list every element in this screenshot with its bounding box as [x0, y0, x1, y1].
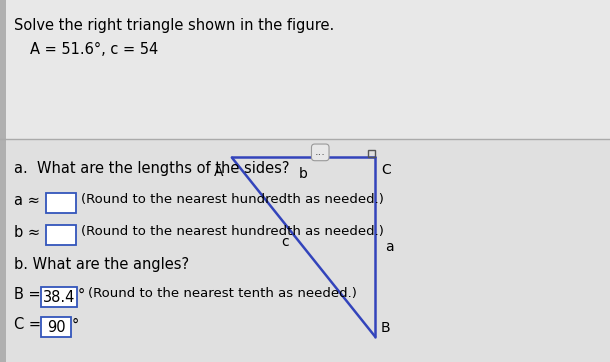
FancyBboxPatch shape	[41, 317, 71, 337]
Text: B =: B =	[14, 287, 45, 302]
Text: Solve the right triangle shown in the figure.: Solve the right triangle shown in the fi…	[14, 18, 334, 33]
Text: c: c	[282, 235, 289, 249]
FancyBboxPatch shape	[41, 287, 77, 307]
Text: A = 51.6°, c = 54: A = 51.6°, c = 54	[30, 42, 158, 57]
FancyBboxPatch shape	[46, 193, 76, 213]
Text: (Round to the nearest hundredth as needed.): (Round to the nearest hundredth as neede…	[81, 226, 384, 238]
Text: ...: ...	[315, 147, 326, 157]
Text: C =: C =	[14, 317, 46, 332]
Text: °: °	[72, 317, 79, 332]
Text: b. What are the angles?: b. What are the angles?	[14, 257, 189, 272]
Text: 90: 90	[47, 320, 65, 335]
Text: a: a	[385, 240, 394, 254]
Text: B: B	[380, 321, 390, 334]
Text: b ≈: b ≈	[14, 226, 40, 240]
FancyBboxPatch shape	[0, 0, 6, 362]
FancyBboxPatch shape	[46, 226, 76, 245]
Text: a ≈: a ≈	[14, 193, 40, 209]
Text: b: b	[299, 168, 308, 181]
Text: C: C	[381, 164, 391, 177]
Text: °: °	[78, 287, 85, 302]
Text: (Round to the nearest hundredth as needed.): (Round to the nearest hundredth as neede…	[81, 193, 384, 206]
FancyBboxPatch shape	[0, 139, 610, 362]
Text: 38.4: 38.4	[43, 290, 75, 305]
Text: a.  What are the lengths of the sides?: a. What are the lengths of the sides?	[14, 161, 290, 176]
Text: (Round to the nearest tenth as needed.): (Round to the nearest tenth as needed.)	[88, 287, 357, 300]
Text: A: A	[214, 165, 224, 180]
